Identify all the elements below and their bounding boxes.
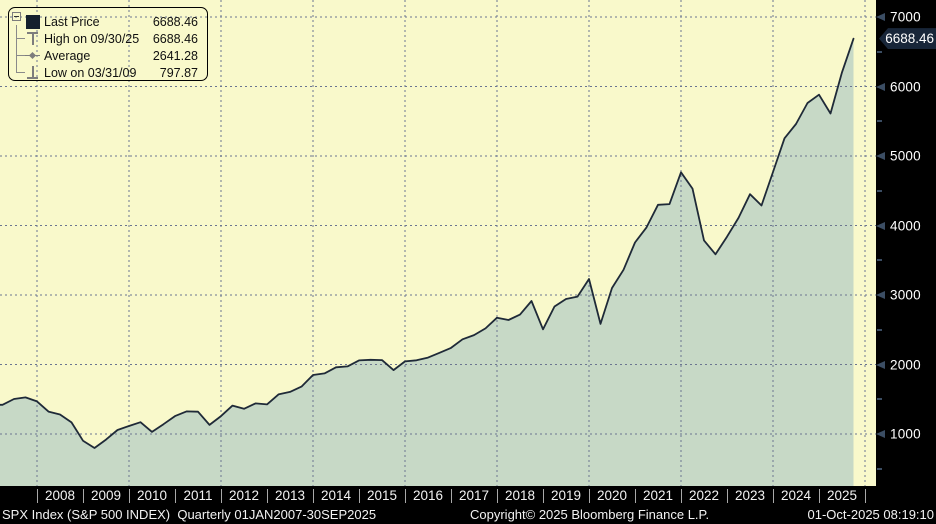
- legend-label: Last Price: [44, 14, 100, 29]
- legend-tree-stub: [16, 72, 25, 73]
- x-axis-year-separator: [221, 489, 222, 503]
- x-axis-year-label: 2015: [366, 488, 398, 503]
- bottom-bar: 2008 2009 2010 2011 2012 2013 2014 2015 2016 2017…: [0, 486, 936, 524]
- y-axis-minor-tick: [877, 398, 882, 401]
- x-axis-year-separator: [37, 489, 38, 503]
- x-axis-year-label: 2019: [550, 488, 582, 503]
- x-axis-year-label: 2018: [504, 488, 536, 503]
- y-axis-tick-arrow: [876, 152, 885, 160]
- y-axis-tick-arrow: [876, 360, 885, 369]
- x-axis-year-separator: [451, 489, 452, 503]
- grid-horizontal: [0, 16, 876, 435]
- x-axis-year-separator: [681, 489, 682, 503]
- y-axis-minor-tick: [877, 189, 882, 192]
- x-axis-year-separator: [589, 489, 590, 503]
- legend-value: 2641.28: [152, 48, 198, 63]
- low-marker-icon: [27, 66, 38, 79]
- legend-value: 6688.46: [152, 14, 198, 29]
- x-axis-year-separator: [865, 489, 866, 503]
- y-axis-minor-tick: [877, 259, 882, 262]
- x-axis-year-label: 2008: [44, 488, 76, 503]
- legend-collapse-icon[interactable]: [12, 12, 21, 21]
- legend-label: High on 09/30/25: [44, 31, 140, 46]
- legend-value: 797.87: [159, 65, 198, 80]
- price-line: [0, 37, 855, 449]
- x-axis-year-label: 2016: [412, 488, 444, 503]
- x-axis-year-label: 2010: [136, 488, 168, 503]
- legend-row-average[interactable]: Average 2641.28: [9, 47, 198, 64]
- x-axis-year-separator: [313, 489, 314, 503]
- high-marker-icon: [27, 32, 38, 45]
- footer-bar: SPX Index (S&P 500 INDEX) Quarterly 01JA…: [0, 505, 936, 524]
- y-axis-tick-arrow: [876, 82, 885, 91]
- x-axis-year-label: 2014: [320, 488, 352, 503]
- series-swatch-icon: [25, 14, 40, 29]
- x-axis-year-separator: [543, 489, 544, 503]
- x-axis-year-label: 2009: [90, 488, 122, 503]
- grid-vertical: [36, 0, 866, 486]
- last-price-badge: 6688.46: [879, 28, 936, 50]
- x-axis-year-separator: [83, 489, 84, 503]
- x-axis-year-separator: [773, 489, 774, 503]
- legend-label: Low on 03/31/09: [44, 65, 137, 80]
- y-axis-label: 7000: [890, 9, 921, 25]
- security-description: SPX Index (S&P 500 INDEX) Quarterly 01JA…: [2, 507, 377, 522]
- x-axis-year-label: 2022: [688, 488, 720, 503]
- legend-tree-rail: [16, 25, 17, 73]
- x-axis-year-label: 2017: [458, 488, 490, 503]
- x-axis-year-separator: [129, 489, 130, 503]
- y-axis-tick-arrow: [876, 13, 885, 21]
- y-axis-tick-arrow: [876, 221, 885, 230]
- timestamp-text: 01-Oct-2025 08:19:10: [807, 507, 934, 522]
- y-axis-label: 2000: [890, 357, 921, 372]
- x-axis-year-separator: [727, 489, 728, 503]
- y-axis-minor-tick: [877, 328, 882, 331]
- price-plot[interactable]: [0, 0, 876, 486]
- legend-box[interactable]: Last Price 6688.46 High on 09/30/25 6688…: [8, 7, 208, 81]
- legend-tree-stub: [16, 38, 25, 39]
- x-axis-year-label: 2021: [642, 488, 674, 503]
- last-price-value: 6688.46: [885, 31, 934, 47]
- x-axis-year-label: 2024: [780, 488, 812, 503]
- y-axis-label: 5000: [890, 148, 921, 164]
- x-axis-year-separator: [175, 489, 176, 503]
- x-axis-year-separator: [359, 489, 360, 503]
- x-axis-year-label: 2011: [183, 488, 213, 503]
- y-axis-minor-tick: [877, 50, 882, 53]
- y-axis-minor-tick: [877, 467, 882, 470]
- legend-row-low[interactable]: Low on 03/31/09 797.87: [9, 64, 198, 81]
- x-axis-year-separator: [497, 489, 498, 503]
- x-axis-year-label: 2020: [596, 488, 628, 503]
- legend-label: Average: [44, 48, 91, 63]
- legend-row-high[interactable]: High on 09/30/25 6688.46: [9, 30, 198, 47]
- x-axis-year-label: 2013: [274, 488, 306, 503]
- average-marker-icon: [25, 51, 40, 60]
- legend-value: 6688.46: [152, 31, 198, 46]
- x-axis-year-separator: [635, 489, 636, 503]
- x-axis-year-label: 2012: [228, 488, 260, 503]
- x-axis-year-label: 2023: [734, 488, 766, 503]
- y-axis-tick-arrow: [876, 291, 885, 299]
- y-axis-label: 6000: [890, 79, 921, 94]
- y-axis-minor-tick: [877, 120, 882, 123]
- copyright-text: Copyright© 2025 Bloomberg Finance L.P.: [470, 507, 710, 522]
- x-axis-year-separator: [405, 489, 406, 503]
- y-axis-label: 4000: [890, 218, 921, 233]
- x-axis-year-separator: [267, 489, 268, 503]
- y-axis-label: 3000: [890, 287, 921, 303]
- x-axis-year-label: 2025: [826, 488, 858, 503]
- y-axis-tick-arrow: [876, 430, 885, 438]
- x-axis-year-separator: [819, 489, 820, 503]
- legend-tree-stub: [16, 55, 25, 56]
- area-fill: [0, 38, 854, 486]
- legend-row-last-price[interactable]: Last Price 6688.46: [9, 13, 198, 30]
- y-axis-label: 1000: [890, 426, 921, 442]
